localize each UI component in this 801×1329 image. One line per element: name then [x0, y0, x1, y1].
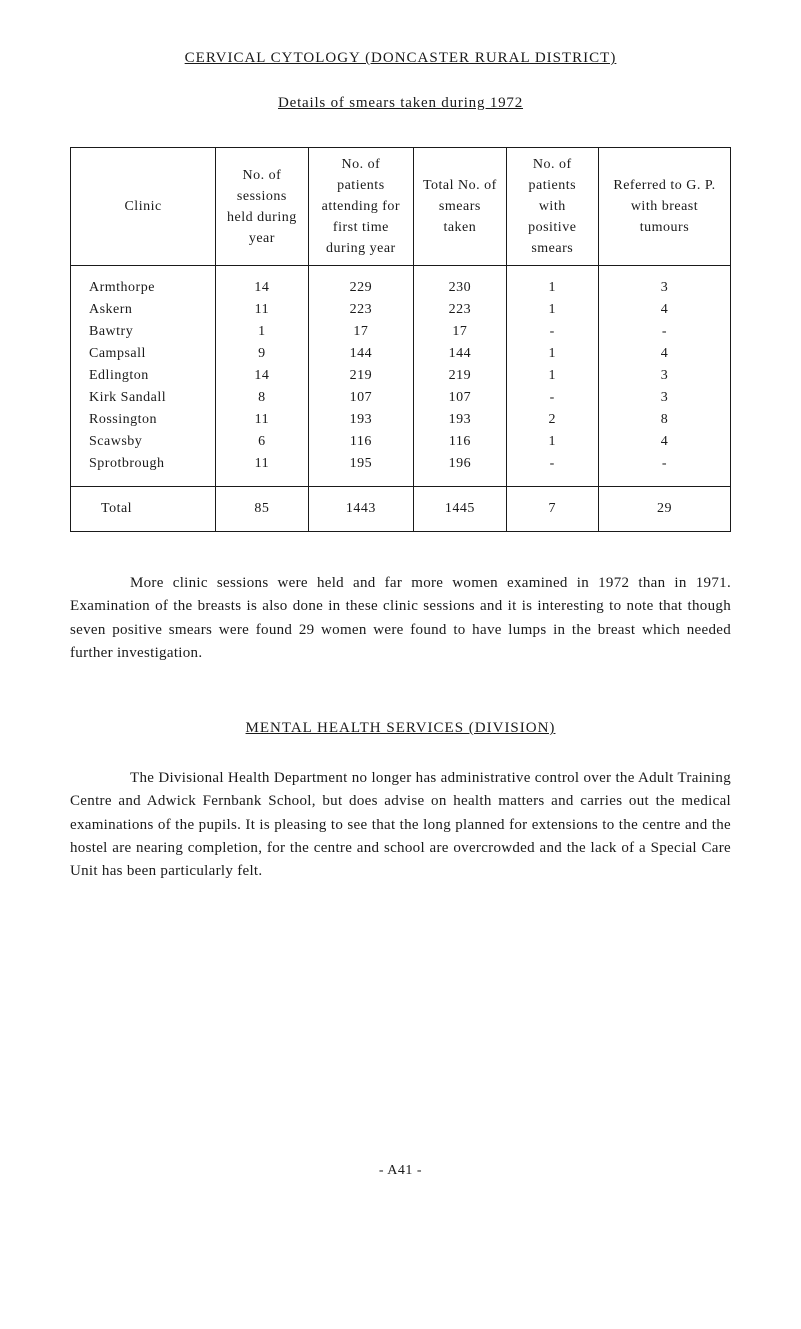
paragraph-1: More clinic sessions were held and far m…: [70, 572, 731, 665]
header-clinic: Clinic: [71, 148, 216, 266]
cell-sessions: 8: [216, 387, 308, 409]
cell-referred: 4: [598, 431, 730, 453]
cell-clinic: Bawtry: [71, 321, 216, 343]
cell-referred: 3: [598, 387, 730, 409]
total-attending: 1443: [308, 487, 414, 532]
table-header-row: Clinic No. of sessions held during year …: [71, 148, 731, 266]
page-subtitle: Details of smears taken during 1972: [70, 95, 731, 112]
cell-positive: 1: [506, 299, 598, 321]
cell-positive: 1: [506, 365, 598, 387]
page-number: - A41 -: [70, 1163, 731, 1179]
cell-positive: 1: [506, 266, 598, 300]
total-sessions: 85: [216, 487, 308, 532]
cell-attending: 144: [308, 343, 414, 365]
cell-referred: -: [598, 321, 730, 343]
header-attending: No. of patients attending for first time…: [308, 148, 414, 266]
cell-sessions: 14: [216, 266, 308, 300]
cell-clinic: Sprotbrough: [71, 453, 216, 487]
cell-positive: 2: [506, 409, 598, 431]
table-row: Rossington1119319328: [71, 409, 731, 431]
cell-sessions: 1: [216, 321, 308, 343]
table-row: Campsall914414414: [71, 343, 731, 365]
cell-attending: 116: [308, 431, 414, 453]
cell-referred: 4: [598, 343, 730, 365]
header-sessions: No. of sessions held during year: [216, 148, 308, 266]
cell-clinic: Campsall: [71, 343, 216, 365]
cell-attending: 223: [308, 299, 414, 321]
cell-sessions: 14: [216, 365, 308, 387]
cell-smears: 193: [414, 409, 506, 431]
cell-smears: 230: [414, 266, 506, 300]
cell-smears: 116: [414, 431, 506, 453]
cell-clinic: Askern: [71, 299, 216, 321]
total-referred: 29: [598, 487, 730, 532]
cell-sessions: 11: [216, 299, 308, 321]
table-total-row: Total 85 1443 1445 7 29: [71, 487, 731, 532]
table-row: Edlington1421921913: [71, 365, 731, 387]
cell-referred: 8: [598, 409, 730, 431]
cell-smears: 196: [414, 453, 506, 487]
table-row: Scawsby611611614: [71, 431, 731, 453]
table-row: Sprotbrough11195196--: [71, 453, 731, 487]
cell-attending: 195: [308, 453, 414, 487]
table-row: Askern1122322314: [71, 299, 731, 321]
cell-positive: -: [506, 321, 598, 343]
cell-smears: 144: [414, 343, 506, 365]
cell-clinic: Rossington: [71, 409, 216, 431]
cell-positive: 1: [506, 343, 598, 365]
cell-positive: 1: [506, 431, 598, 453]
cell-clinic: Armthorpe: [71, 266, 216, 300]
cell-smears: 17: [414, 321, 506, 343]
cell-clinic: Edlington: [71, 365, 216, 387]
cell-smears: 223: [414, 299, 506, 321]
total-label: Total: [71, 487, 216, 532]
cell-positive: -: [506, 453, 598, 487]
total-positive: 7: [506, 487, 598, 532]
table-body: Armthorpe1422923013Askern1122322314Bawtr…: [71, 266, 731, 487]
cell-smears: 107: [414, 387, 506, 409]
data-table: Clinic No. of sessions held during year …: [70, 147, 731, 532]
cell-referred: 3: [598, 266, 730, 300]
table-row: Kirk Sandall8107107-3: [71, 387, 731, 409]
cell-attending: 229: [308, 266, 414, 300]
total-smears: 1445: [414, 487, 506, 532]
cell-sessions: 6: [216, 431, 308, 453]
cell-clinic: Kirk Sandall: [71, 387, 216, 409]
cell-referred: 4: [598, 299, 730, 321]
header-referred: Referred to G. P. with breast tumours: [598, 148, 730, 266]
page-title: CERVICAL CYTOLOGY (DONCASTER RURAL DISTR…: [70, 50, 731, 67]
cell-referred: 3: [598, 365, 730, 387]
cell-clinic: Scawsby: [71, 431, 216, 453]
cell-positive: -: [506, 387, 598, 409]
cell-attending: 193: [308, 409, 414, 431]
header-positive: No. of patients with positive smears: [506, 148, 598, 266]
header-smears: Total No. of smears taken: [414, 148, 506, 266]
cell-sessions: 11: [216, 453, 308, 487]
cell-sessions: 11: [216, 409, 308, 431]
cell-attending: 17: [308, 321, 414, 343]
cell-attending: 219: [308, 365, 414, 387]
table-row: Bawtry11717--: [71, 321, 731, 343]
cell-referred: -: [598, 453, 730, 487]
cell-smears: 219: [414, 365, 506, 387]
paragraph-2: The Divisional Health Department no long…: [70, 767, 731, 883]
table-row: Armthorpe1422923013: [71, 266, 731, 300]
section-heading: MENTAL HEALTH SERVICES (DIVISION): [70, 720, 731, 737]
cell-sessions: 9: [216, 343, 308, 365]
cell-attending: 107: [308, 387, 414, 409]
